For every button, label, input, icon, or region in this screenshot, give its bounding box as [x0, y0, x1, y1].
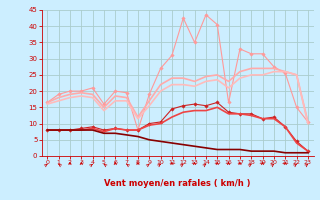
X-axis label: Vent moyen/en rafales ( km/h ): Vent moyen/en rafales ( km/h )	[104, 179, 251, 188]
